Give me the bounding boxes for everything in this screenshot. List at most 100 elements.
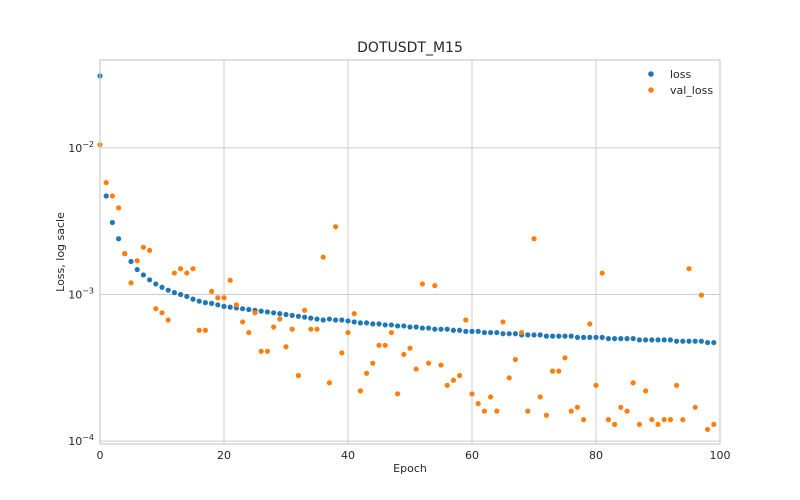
val-loss-point	[686, 266, 692, 272]
val-loss-point	[103, 180, 109, 186]
val-loss-point	[661, 417, 667, 423]
loss-point	[426, 325, 432, 331]
loss-point	[593, 334, 599, 340]
val-loss-point	[649, 417, 655, 423]
val-loss-point	[122, 251, 128, 257]
val-loss-point	[457, 372, 463, 379]
val-loss-point	[215, 295, 221, 301]
loss-point	[109, 219, 115, 226]
val-loss-point	[692, 404, 698, 410]
loss-point	[184, 293, 190, 300]
val-loss-point	[196, 327, 202, 333]
val-loss-point	[562, 355, 568, 361]
val-loss-point	[382, 342, 388, 348]
val-loss-point	[333, 224, 339, 230]
x-tick-label: 80	[589, 449, 603, 462]
val-loss-point	[612, 421, 618, 427]
loss-point	[190, 296, 196, 302]
val-loss-point	[134, 258, 140, 264]
loss-point	[705, 339, 711, 346]
val-loss-point	[345, 329, 351, 336]
val-loss-point	[314, 326, 320, 332]
loss-point	[618, 336, 624, 342]
loss-point	[543, 333, 550, 339]
loss-point	[444, 326, 450, 332]
val-loss-point	[419, 281, 425, 287]
val-loss-point	[643, 388, 649, 394]
loss-point	[574, 334, 581, 340]
loss-point	[153, 281, 159, 287]
loss-point	[364, 320, 370, 326]
val-loss-point	[636, 421, 643, 427]
val-loss-point	[171, 270, 177, 276]
loss-point	[221, 303, 227, 309]
val-loss-point	[525, 408, 531, 414]
loss-point	[202, 300, 208, 306]
val-loss-point	[705, 426, 711, 433]
x-tick-label: 0	[97, 449, 104, 462]
val-loss-point	[698, 292, 705, 298]
val-loss-point	[388, 329, 394, 336]
val-loss-point	[463, 317, 469, 323]
val-loss-point	[587, 321, 593, 327]
val-loss-point	[190, 266, 196, 272]
val-loss-point	[326, 380, 332, 386]
loss-point	[550, 333, 556, 339]
loss-point	[326, 316, 332, 322]
loss-point	[525, 332, 531, 338]
x-tick-labels: 0 20 40 60 80 100	[97, 449, 731, 462]
loss-point	[711, 339, 717, 346]
loss-point	[320, 317, 326, 323]
loss-point	[413, 324, 419, 330]
loss-point	[605, 336, 612, 342]
legend-label: val_loss	[670, 84, 713, 97]
val-loss-point	[178, 266, 184, 272]
loss-point	[649, 337, 655, 343]
loss-point	[246, 306, 252, 313]
loss-point	[128, 258, 134, 265]
val-loss-point	[339, 350, 345, 356]
val-loss-point	[655, 421, 661, 427]
val-loss-point	[351, 311, 357, 317]
series-layer	[97, 73, 717, 433]
loss-point	[500, 331, 506, 337]
loss-point	[475, 328, 481, 335]
y-tick-label: 10−2	[68, 140, 94, 155]
plot-frame	[99, 59, 721, 445]
val-loss-point	[531, 236, 537, 242]
loss-point	[512, 331, 519, 337]
val-loss-point	[376, 342, 382, 348]
loss-point	[698, 338, 705, 344]
chart-title: DOTUSDT_M15	[357, 40, 463, 56]
val-loss-point	[289, 326, 295, 332]
val-loss-point	[320, 254, 326, 260]
val-loss-point	[543, 412, 550, 418]
val-loss-point	[618, 404, 624, 410]
loss-point	[345, 318, 351, 324]
val-loss-point	[568, 408, 574, 414]
val-loss-point	[159, 310, 165, 316]
loss-point	[240, 306, 246, 312]
loss-point	[351, 319, 357, 325]
legend-marker	[648, 71, 654, 77]
val-loss-point	[109, 193, 115, 199]
val-loss-point	[209, 288, 215, 294]
val-loss-point	[202, 327, 208, 333]
loss-point	[264, 309, 270, 315]
loss-point	[333, 317, 339, 323]
loss-point	[562, 333, 568, 339]
loss-point	[556, 333, 562, 339]
loss-point	[314, 316, 320, 322]
y-tick-labels: 10−4 10−3 10−2	[68, 140, 94, 448]
val-loss-point	[401, 351, 407, 358]
x-tick-label: 60	[465, 449, 479, 462]
val-loss-point	[165, 317, 171, 323]
val-loss-point	[475, 401, 481, 407]
val-loss-point	[140, 244, 146, 250]
loss-point	[388, 322, 394, 328]
loss-point	[277, 311, 283, 317]
val-loss-point	[283, 344, 289, 350]
val-loss-point	[357, 388, 363, 394]
loss-point	[147, 277, 153, 283]
val-loss-point	[240, 319, 246, 325]
